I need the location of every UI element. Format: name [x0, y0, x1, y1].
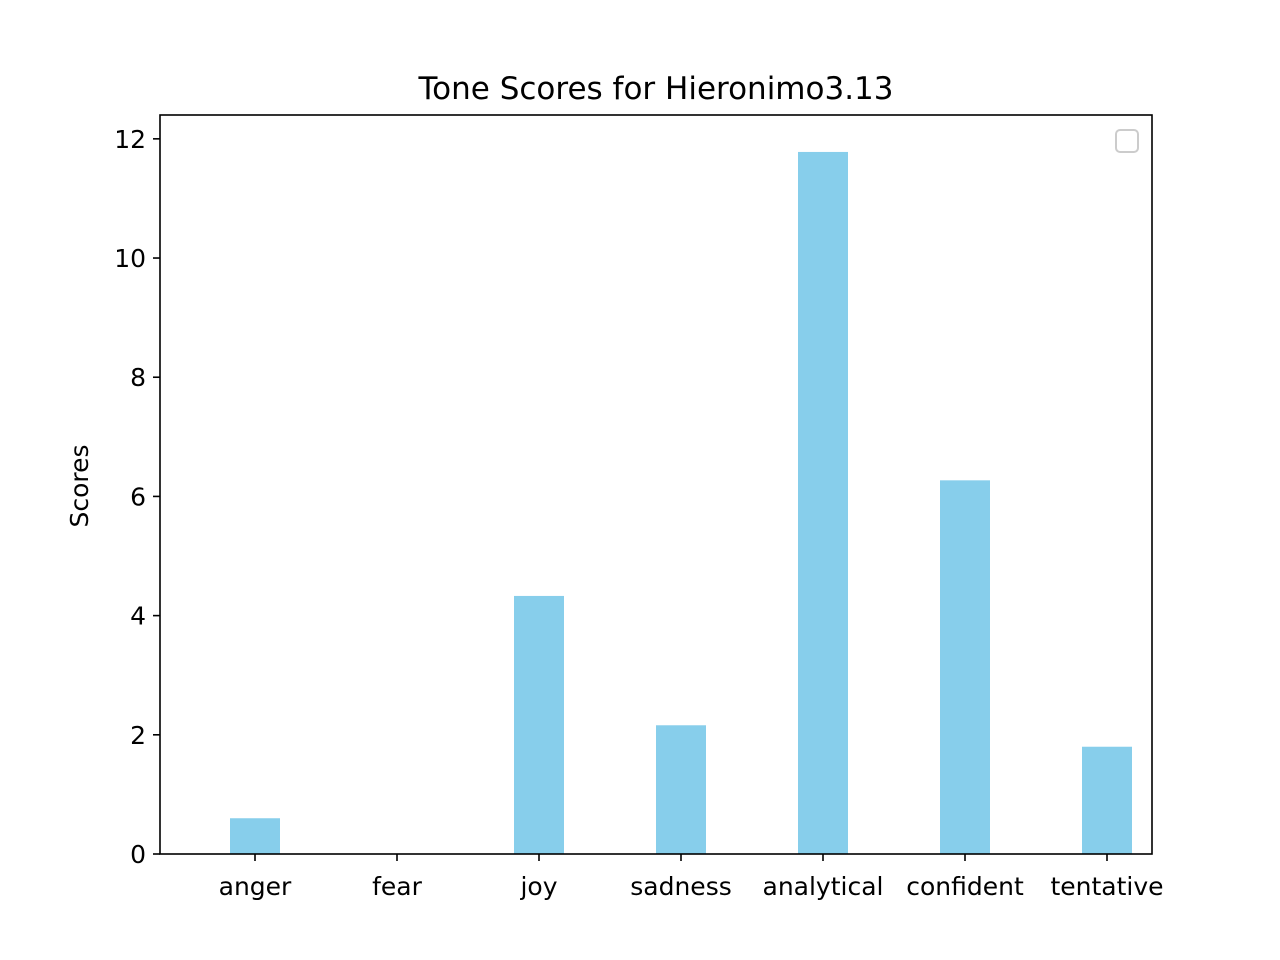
y-tick-label: 0: [130, 840, 146, 869]
bar-analytical: [798, 151, 848, 854]
y-axis-ticks: 0 2 4 6 8 10 12: [114, 125, 160, 869]
y-tick-label: 12: [114, 125, 146, 154]
y-tick-label: 6: [130, 482, 146, 511]
bar-sadness: [656, 725, 706, 854]
y-tick-label: 2: [130, 721, 146, 750]
bars-group: [230, 151, 1132, 854]
x-tick-label: fear: [372, 872, 423, 901]
y-axis-label: Scores: [65, 444, 94, 527]
x-tick-label: analytical: [763, 872, 884, 901]
x-tick-label: anger: [219, 872, 292, 901]
y-tick-label: 8: [130, 363, 146, 392]
legend-box: [1115, 129, 1139, 153]
y-tick-label: 4: [130, 602, 146, 631]
x-axis-ticks: anger fear joy sadness analytical confident te…: [219, 854, 1164, 901]
bar-confident: [940, 480, 990, 854]
bar-tentative: [1082, 746, 1132, 854]
bar-joy: [514, 595, 564, 854]
x-tick-label: sadness: [630, 872, 732, 901]
x-tick-label: joy: [519, 872, 557, 901]
plot-frame: [159, 114, 1153, 855]
x-tick-label: tentative: [1050, 872, 1163, 901]
chart-title: Tone Scores for Hieronimo3.13: [418, 71, 894, 107]
bar-anger: [230, 818, 280, 854]
x-tick-label: confident: [906, 872, 1024, 901]
y-tick-label: 10: [114, 244, 146, 273]
